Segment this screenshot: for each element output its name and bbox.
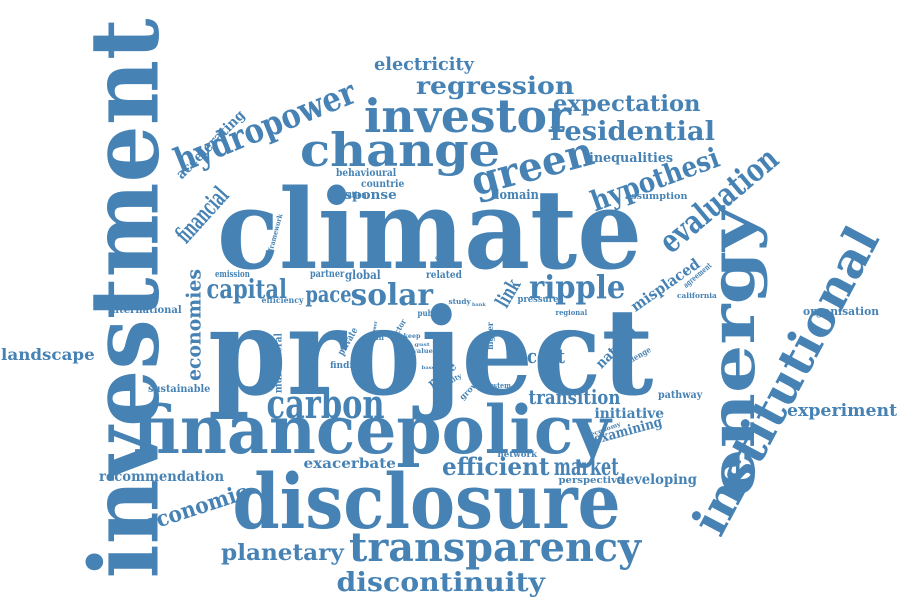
word-investor: investor — [363, 89, 571, 143]
word-capital: capital — [206, 275, 287, 305]
word-finding: finding — [330, 360, 366, 371]
word-change: change — [300, 123, 501, 177]
word-pressure: pressure — [517, 294, 559, 305]
word-assumption: assumption — [624, 191, 688, 202]
word-bank: bank — [472, 301, 486, 308]
word-study: study — [447, 296, 471, 306]
word-carbon: carbon — [266, 381, 385, 428]
word-efficient: efficient — [442, 452, 550, 481]
word-public: public — [417, 308, 443, 318]
word-behavioural: behavioural — [336, 168, 397, 179]
word-network: network — [497, 449, 537, 459]
word-project: project — [207, 282, 653, 423]
word-perspective: perspective — [558, 475, 624, 486]
word-financepolicy: financepolicy — [132, 391, 611, 469]
word-investment: investment — [69, 17, 181, 579]
word-emission: emission — [214, 269, 250, 280]
word-landscape: landscape — [1, 345, 95, 364]
word-multilateral: multilateral — [272, 333, 284, 393]
word-climate: climate — [216, 165, 642, 294]
word-recommendation: recommendation — [98, 469, 224, 485]
word-countrie: countrie — [360, 179, 404, 190]
word-experiment: experiment — [786, 400, 898, 421]
word-gust: gust — [414, 341, 430, 348]
word-disclosure: disclosure — [231, 457, 621, 546]
word-developing: developing — [616, 472, 697, 488]
word-regional: regional — [554, 307, 587, 317]
word-clean: clean — [361, 332, 385, 342]
word-cost: cost — [527, 344, 566, 368]
word-pace: pace — [305, 282, 352, 308]
word-expectation: expectation — [552, 91, 701, 117]
word-solar: solar — [350, 278, 434, 313]
word-initiative: initiative — [593, 406, 664, 422]
word-value: value — [413, 348, 433, 355]
word-ripple: ripple — [528, 268, 626, 306]
word-related: related — [425, 270, 462, 281]
word-efficiency: efficiency — [260, 295, 304, 305]
word-regression: regression — [415, 71, 575, 100]
word-pathway: pathway — [657, 390, 703, 401]
word-sustainable: sustainable — [147, 384, 211, 395]
word-base: base — [421, 364, 435, 371]
word-discontinuity: discontinuity — [335, 568, 545, 598]
word-transparency: transparency — [349, 524, 642, 571]
word-allocation: allocation — [329, 190, 367, 201]
word-electricity: electricity — [374, 54, 474, 75]
word-international: international — [108, 305, 182, 316]
word-partner: partner — [310, 269, 345, 280]
word-response: response — [327, 187, 397, 203]
word-system: system — [485, 380, 511, 390]
word-planetary: planetary — [220, 540, 344, 566]
word-domain: domain — [491, 187, 539, 203]
word-organisation: organisation — [803, 304, 880, 318]
word-market: market — [553, 452, 619, 481]
word-keep: keep — [403, 333, 421, 340]
word-higher: higher — [484, 322, 495, 350]
word-transition: transition — [527, 385, 620, 409]
word-exacerbate: exacerbate — [302, 456, 396, 472]
word-residential: residential — [549, 117, 715, 147]
word-economies: economies — [180, 269, 205, 381]
word-global: global — [344, 268, 381, 282]
word-inequalities: inequalities — [588, 150, 674, 166]
word-california: california — [676, 290, 717, 300]
